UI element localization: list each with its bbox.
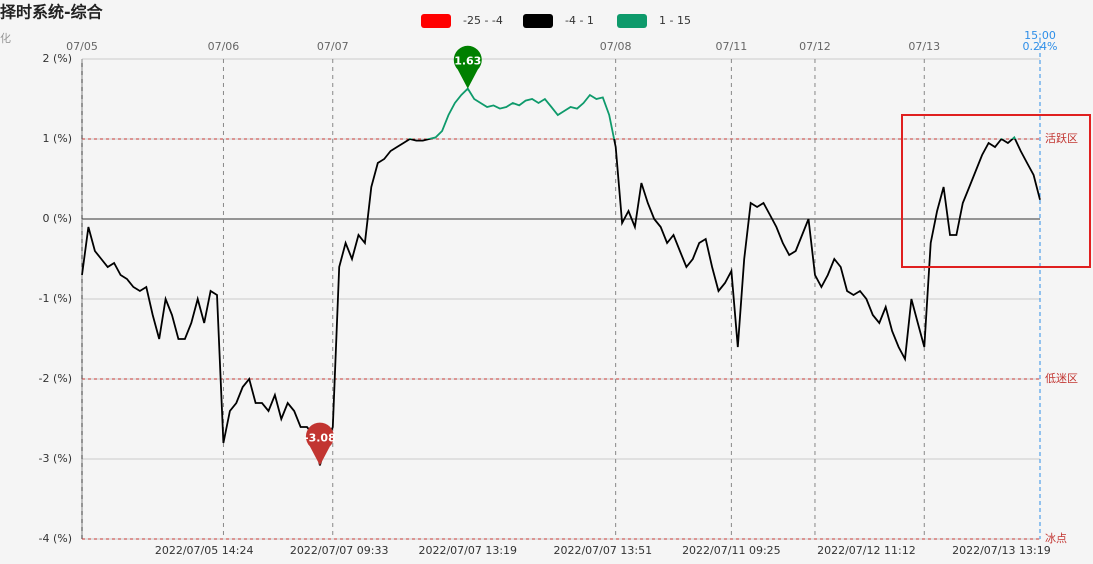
end-time: 15:00: [1024, 29, 1056, 42]
x-tick-label: 2022/07/11 09:25: [682, 544, 781, 557]
y-axis-label: 化: [0, 31, 11, 45]
x-tick-label: 2022/07/07 09:33: [290, 544, 389, 557]
y-tick-label: -2 (%): [39, 372, 73, 385]
x-tick-label: 2022/07/13 13:19: [952, 544, 1051, 557]
y-tick-label: -4 (%): [39, 532, 73, 545]
legend-swatch: [617, 14, 647, 28]
day-label: 07/05: [66, 40, 98, 53]
day-label: 07/11: [716, 40, 748, 53]
x-tick-label: 2022/07/07 13:19: [418, 544, 517, 557]
legend-swatch: [421, 14, 451, 28]
pin: [305, 422, 334, 466]
y-tick-label: 0 (%): [42, 212, 72, 225]
y-tick-label: -3 (%): [39, 452, 73, 465]
day-label: 07/06: [208, 40, 240, 53]
pin-label: -3.08: [304, 431, 336, 444]
legend-label: -25 - -4: [463, 14, 503, 27]
day-label: 07/07: [317, 40, 349, 53]
y-tick-label: 1 (%): [42, 132, 72, 145]
highlight-box: [901, 114, 1091, 268]
mark-line-label: 冰点: [1045, 532, 1067, 545]
mark-line-label: 低迷区: [1045, 372, 1078, 385]
mark-line-label: 活跃区: [1045, 131, 1078, 145]
legend-label: 1 - 15: [659, 14, 691, 27]
y-tick-label: -1 (%): [39, 292, 73, 305]
legend-swatch: [523, 14, 553, 28]
x-tick-label: 2022/07/07 13:51: [553, 544, 652, 557]
pin: [453, 45, 482, 89]
legend-label: -4 - 1: [565, 14, 594, 27]
y-tick-label: 2 (%): [42, 52, 72, 65]
x-tick-label: 2022/07/05 14:24: [155, 544, 254, 557]
data-line: [81, 87, 1041, 466]
end-value: 0.24%: [1023, 40, 1058, 53]
day-label: 07/13: [908, 40, 940, 53]
day-label: 07/08: [600, 40, 632, 53]
x-tick-label: 2022/07/12 11:12: [817, 544, 916, 557]
day-label: 07/12: [799, 40, 831, 53]
chart-title: 择时系统-综合: [0, 3, 104, 22]
pin-label: 1.63: [454, 55, 481, 68]
